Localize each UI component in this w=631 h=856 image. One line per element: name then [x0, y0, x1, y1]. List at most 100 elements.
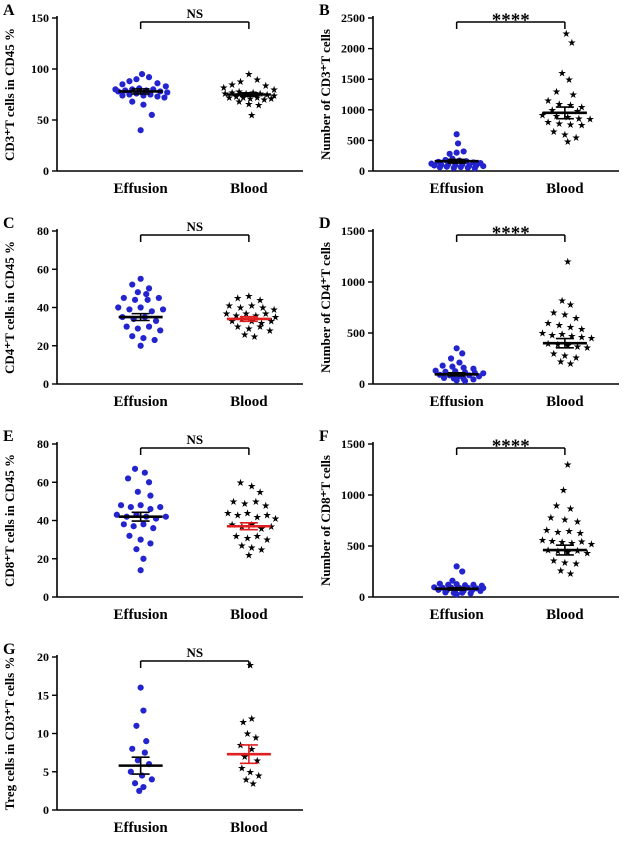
data-point: ★	[556, 566, 565, 577]
data-point: ★	[573, 517, 582, 528]
data-point: ★	[247, 301, 256, 312]
data-point	[140, 521, 147, 528]
data-point	[119, 81, 126, 88]
data-point: ★	[260, 95, 269, 106]
data-point	[141, 749, 148, 756]
category-label: Effusion	[114, 181, 169, 197]
data-point	[159, 306, 167, 313]
data-point	[115, 88, 122, 95]
category-label: Blood	[230, 181, 268, 197]
category-label: Blood	[546, 181, 584, 197]
data-point: ★	[237, 541, 246, 552]
data-point: ★	[249, 779, 258, 790]
data-point: ★	[549, 308, 558, 319]
data-point: ★	[558, 296, 567, 307]
data-point	[133, 722, 140, 729]
data-point: ★	[236, 303, 245, 314]
data-point	[154, 93, 161, 100]
data-point	[152, 317, 160, 324]
y-tick-label: 80	[37, 437, 49, 451]
data-point: ★	[560, 351, 569, 362]
data-point: ★	[236, 478, 245, 489]
data-point: ★	[253, 531, 262, 542]
data-point: ★	[563, 341, 572, 352]
data-point: ★	[555, 99, 564, 110]
y-tick-label: 0	[359, 590, 365, 604]
category-label: Effusion	[114, 394, 169, 410]
data-point	[137, 502, 144, 509]
data-point	[148, 111, 155, 118]
data-point	[151, 336, 158, 344]
data-point: ★	[265, 326, 274, 337]
scatter-panel: F 0 500 1000 1500 Number of CD8⁺T cells ★ ★ ★ ★ ★…	[316, 428, 631, 641]
data-point: ★	[244, 70, 253, 81]
data-point: ★	[270, 305, 279, 316]
data-point: ★	[271, 313, 280, 324]
data-point: ★	[538, 535, 547, 546]
data-point: ★	[560, 130, 569, 141]
scatter-panel: A 0 50 100 150 CD3⁺T cells in CD45 % ★ ★ ★ ★ ★ ★ ★ ★…	[0, 2, 315, 215]
data-point: ★	[261, 81, 270, 92]
data-point	[126, 91, 133, 98]
data-point: ★	[225, 301, 234, 312]
y-tick-label: 100	[31, 62, 49, 76]
data-point: ★	[225, 93, 234, 104]
data-point: ★	[569, 90, 578, 101]
data-point	[140, 335, 147, 342]
data-point	[147, 505, 154, 513]
panel-letter: B	[319, 2, 330, 19]
data-point: ★	[566, 101, 575, 112]
data-point	[145, 285, 153, 292]
data-point: ★	[572, 133, 581, 144]
data-point	[133, 546, 140, 553]
category-label: Blood	[230, 394, 268, 410]
data-point	[126, 78, 133, 85]
y-tick-label: 5	[43, 765, 49, 779]
data-point: ★	[243, 508, 252, 519]
data-point	[454, 140, 462, 147]
data-point	[137, 684, 144, 691]
data-point: ★	[235, 87, 244, 98]
data-point	[459, 350, 466, 357]
data-point: ★	[552, 87, 561, 98]
data-point	[137, 304, 144, 311]
data-point: ★	[567, 539, 576, 550]
data-point: ★	[566, 504, 575, 515]
data-point: ★	[246, 94, 255, 105]
y-axis-title: Number of CD8⁺T cells	[318, 455, 333, 586]
data-point	[148, 776, 155, 783]
data-point	[133, 76, 140, 83]
data-point	[145, 323, 153, 330]
data-point	[137, 567, 144, 574]
data-point: ★	[566, 359, 575, 370]
y-tick-label: 1000	[341, 488, 365, 502]
data-point: ★	[560, 310, 569, 321]
data-point: ★	[548, 537, 557, 548]
data-point: ★	[562, 29, 571, 40]
data-point	[155, 294, 162, 302]
data-point: ★	[247, 482, 256, 493]
data-point	[459, 568, 466, 575]
data-point	[453, 345, 460, 352]
data-point: ★	[556, 357, 565, 368]
significance-label: ****	[492, 223, 530, 244]
y-tick-label: 0	[43, 164, 49, 178]
y-tick-label: 10	[37, 727, 49, 741]
data-point	[457, 163, 464, 171]
data-point	[464, 164, 471, 171]
panel-letter: D	[319, 215, 331, 232]
data-point: ★	[555, 119, 564, 130]
data-point: ★	[270, 85, 279, 96]
category-label: Effusion	[430, 394, 485, 410]
data-point	[137, 127, 144, 134]
data-point: ★	[538, 110, 547, 121]
significance-label: ****	[492, 436, 530, 457]
y-tick-label: 500	[347, 326, 365, 340]
data-point	[120, 521, 127, 528]
data-point: ★	[553, 547, 562, 558]
data-point	[461, 377, 469, 385]
y-tick-label: 0	[43, 803, 49, 817]
data-point: ★	[243, 533, 252, 544]
